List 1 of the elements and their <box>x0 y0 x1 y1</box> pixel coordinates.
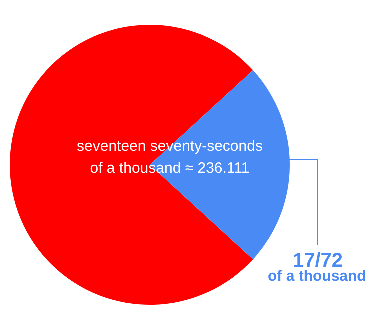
text: of a thousand <box>268 268 366 285</box>
